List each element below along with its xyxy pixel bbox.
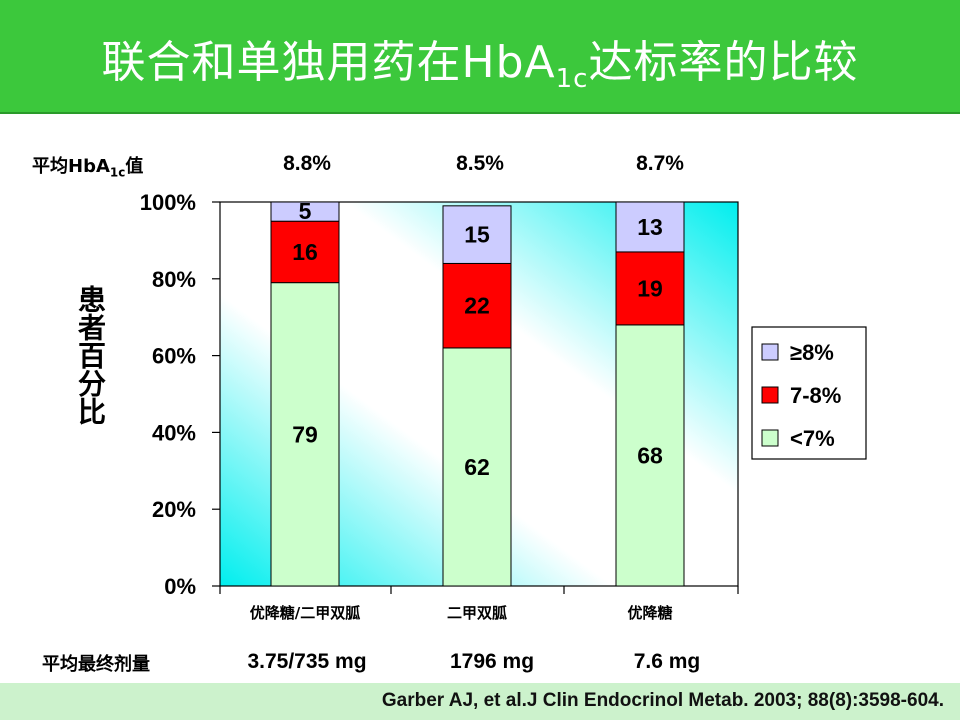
data-label: 19 (637, 275, 663, 301)
data-label: 22 (464, 293, 490, 319)
bar-segment (270, 201, 340, 222)
y-axis-label: 患者百分比 (74, 285, 107, 425)
data-label: 13 (637, 214, 663, 240)
data-label: 68 (637, 442, 663, 468)
data-label: 16 (292, 239, 318, 265)
bar-segment (270, 282, 340, 587)
legend-label: <7% (790, 426, 835, 451)
title-text-suffix: 达标率的比较 (588, 37, 859, 88)
bar-segment (270, 220, 340, 284)
citation-text: Garber AJ, et al.J Clin Endocrinol Metab… (381, 690, 944, 711)
bar-segment (615, 201, 685, 253)
slide-title: 联合和单独用药在HbA1c达标率的比较 (0, 26, 960, 94)
bar-segment (442, 205, 512, 264)
data-label: 15 (464, 222, 490, 248)
legend-label: 7-8% (790, 383, 841, 408)
title-bar: 联合和单独用药在HbA1c达标率的比较 (0, 0, 960, 114)
data-label: 79 (292, 421, 318, 447)
title-subscript: 1c (555, 64, 589, 94)
mean-dose-value: 7.6 mg (633, 650, 701, 673)
mean-hba1c-value: 8.8% (283, 152, 331, 175)
bar-segment (442, 347, 512, 587)
y-tick-label: 60% (152, 344, 196, 369)
mean-hba1c-label-suffix: 值 (125, 156, 144, 177)
x-tick-label: 二甲双胍 (447, 604, 507, 622)
mean-dose-value: 3.75/735 mg (247, 650, 367, 673)
mean-hba1c-label-sub: 1c (109, 165, 126, 180)
citation-bar: Garber AJ, et al.J Clin Endocrinol Metab… (0, 683, 960, 720)
y-tick-label: 20% (152, 497, 196, 522)
data-label: 5 (299, 198, 312, 224)
title-text: 联合和单独用药在HbA (101, 37, 556, 88)
y-tick-label: 80% (152, 267, 196, 292)
mean-hba1c-label-text: 平均HbA (32, 156, 110, 177)
mean-hba1c-value: 8.7% (636, 152, 684, 175)
mean-dose-label: 平均最终剂量 (42, 654, 150, 675)
bar-segment (442, 262, 512, 349)
y-tick-label: 100% (140, 190, 196, 215)
x-tick-label: 优降糖 (627, 604, 672, 622)
y-tick-label: 40% (152, 420, 196, 445)
mean-dose-value: 1796 mg (449, 650, 535, 673)
mean-hba1c-value: 8.5% (456, 152, 504, 175)
legend-swatch (761, 429, 779, 447)
legend-swatch (761, 386, 779, 404)
legend-swatch (761, 343, 779, 361)
legend-label: ≥8% (790, 340, 834, 365)
x-tick-label: 优降糖/二甲双胍 (250, 604, 360, 622)
y-tick-label: 0% (164, 574, 196, 599)
mean-hba1c-label: 平均HbA1c值 (32, 152, 143, 180)
data-label: 62 (464, 454, 490, 480)
